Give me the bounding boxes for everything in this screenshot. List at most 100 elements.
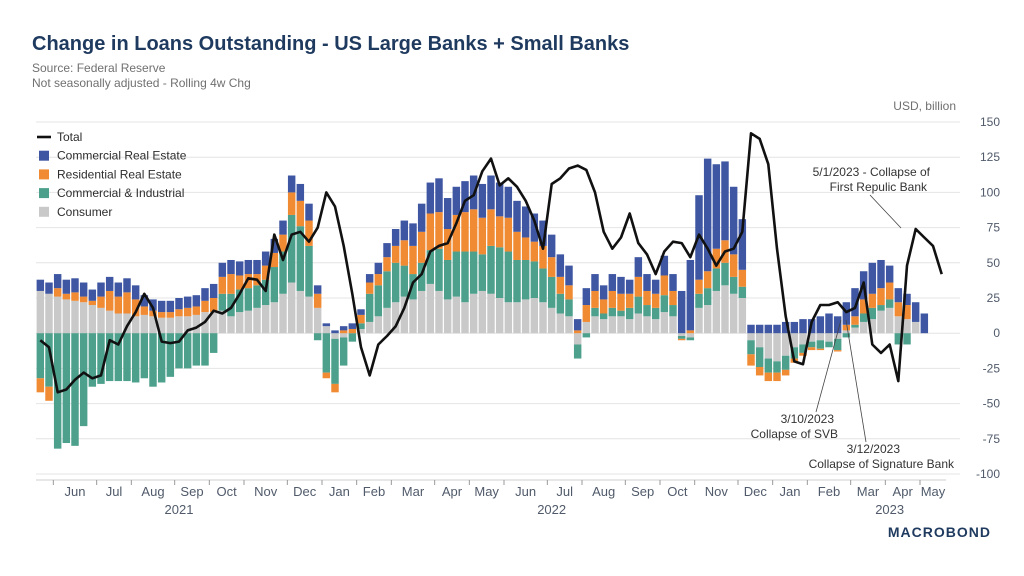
bar-ci xyxy=(131,333,140,383)
x-tick-label: Oct xyxy=(667,484,688,499)
bar-cons xyxy=(556,313,565,334)
bar-cons xyxy=(62,299,71,334)
annotations: 5/1/2023 - Collapse of First Repulic Ban… xyxy=(751,165,955,471)
bar-cre xyxy=(374,262,383,275)
y-tick-label: 125 xyxy=(980,150,1000,164)
bar-ci xyxy=(114,333,123,382)
bar-ci xyxy=(71,333,79,446)
y-tick-label: 100 xyxy=(980,185,1000,199)
bar-ci xyxy=(721,262,729,286)
bar-cre xyxy=(625,279,634,294)
bar-cons xyxy=(530,298,539,334)
bar-ci xyxy=(105,333,114,382)
bar-cre xyxy=(894,288,903,303)
bar-cons xyxy=(634,313,643,334)
bar-cons xyxy=(513,302,521,334)
bar-ci xyxy=(807,341,816,348)
bar-cre xyxy=(88,289,97,301)
legend-label-cre: Commercial Real Estate xyxy=(57,149,187,163)
bar-ci xyxy=(582,333,591,338)
bar-res xyxy=(365,282,374,294)
bar-cre xyxy=(599,285,608,300)
bar-cre xyxy=(547,234,556,258)
x-tick-label: Jun xyxy=(65,484,86,499)
bar-cons xyxy=(547,307,556,334)
bar-ci xyxy=(322,333,331,373)
bar-cre xyxy=(495,182,504,217)
bar-cre xyxy=(556,254,565,277)
y-tick-label: 0 xyxy=(993,326,1000,340)
bar-res xyxy=(799,352,807,356)
x-tick-label: Sep xyxy=(631,484,654,499)
y-tick-label: 50 xyxy=(987,256,1001,270)
bar-cons xyxy=(859,321,868,334)
bar-res xyxy=(374,274,383,286)
bar-cons xyxy=(88,305,97,334)
bar-ci xyxy=(227,293,235,317)
bar-ci xyxy=(279,251,287,294)
bar-ci xyxy=(651,307,660,320)
bar-res xyxy=(322,372,331,379)
bar-cre xyxy=(201,288,209,301)
bar-cons xyxy=(105,310,114,334)
bar-cre xyxy=(279,220,287,235)
bar-cre xyxy=(487,175,495,210)
bar-cre xyxy=(131,285,140,300)
bar-cons xyxy=(166,317,175,334)
bar-cons xyxy=(261,305,270,334)
year-label: 2023 xyxy=(875,502,904,517)
bar-ci xyxy=(36,333,45,379)
bar-ci xyxy=(209,333,218,353)
bar-ci xyxy=(166,333,175,377)
bar-cons xyxy=(131,316,140,334)
y-tick-label: 150 xyxy=(980,115,1000,129)
bar-cre xyxy=(270,238,279,253)
legend-swatch-ci xyxy=(39,188,49,199)
bar-ci xyxy=(565,299,573,317)
bar-cre xyxy=(426,182,435,214)
bar-res xyxy=(807,347,816,351)
bar-res xyxy=(313,293,322,308)
bar-ci xyxy=(729,276,738,294)
bar-cre xyxy=(400,220,409,241)
bar-cons xyxy=(391,302,400,334)
bar-ci xyxy=(747,340,755,355)
bar-cre xyxy=(409,223,417,246)
x-tick-label: Feb xyxy=(818,484,840,499)
x-tick-label: Apr xyxy=(442,484,463,499)
bar-cons xyxy=(764,333,773,359)
bar-cons xyxy=(729,293,738,334)
bar-res xyxy=(695,279,703,294)
bar-res xyxy=(105,290,114,311)
bar-res xyxy=(859,299,868,314)
bar-cre xyxy=(833,316,842,334)
bar-ci xyxy=(877,305,885,311)
bar-ci xyxy=(833,338,842,351)
bar-cons xyxy=(461,302,469,334)
bar-cre xyxy=(435,178,443,213)
bar-cons xyxy=(417,290,426,334)
bar-cons xyxy=(851,327,859,334)
bar-cre xyxy=(305,203,313,221)
bar-cons xyxy=(469,293,478,334)
bar-ci xyxy=(495,247,504,298)
bar-res xyxy=(729,254,738,277)
y-tick-label: -50 xyxy=(983,397,1001,411)
bar-res xyxy=(331,383,339,393)
bar-res xyxy=(478,217,487,255)
bar-cons xyxy=(790,333,799,348)
annotation-frb-line1: 5/1/2023 - Collapse of xyxy=(813,165,931,179)
x-tick-label: Dec xyxy=(293,484,317,499)
bar-ci xyxy=(426,250,435,284)
bar-ci xyxy=(513,259,521,303)
year-label: 2022 xyxy=(537,502,566,517)
bar-res xyxy=(643,290,651,306)
bar-ci xyxy=(703,288,712,306)
bar-ci xyxy=(469,251,478,294)
bar-cre xyxy=(790,321,799,334)
bar-cre xyxy=(634,257,643,277)
bar-cre xyxy=(591,274,599,291)
bar-cre xyxy=(729,186,738,255)
bar-cons xyxy=(573,333,582,345)
bar-ci xyxy=(391,262,400,303)
